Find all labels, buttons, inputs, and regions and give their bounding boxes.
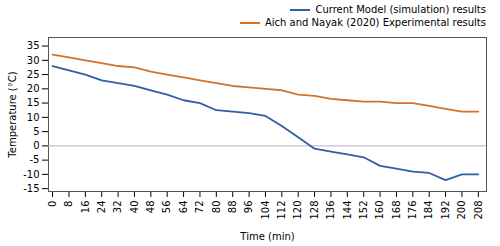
svg-text:-10: -10 xyxy=(23,169,39,180)
svg-text:192: 192 xyxy=(440,201,451,220)
html-text:Aich and Nayak (2020) Experime: Aich and Nayak (2020) Experimental resul… xyxy=(265,17,486,28)
svg-text:72: 72 xyxy=(194,201,205,214)
svg-text:144: 144 xyxy=(342,201,353,220)
svg-text:-5: -5 xyxy=(30,154,40,165)
svg-text:168: 168 xyxy=(391,201,402,220)
svg-text:88: 88 xyxy=(227,201,238,214)
svg-text:0: 0 xyxy=(33,140,39,151)
svg-text:Time (min): Time (min) xyxy=(239,231,294,242)
svg-text:0: 0 xyxy=(47,201,58,207)
svg-text:152: 152 xyxy=(358,201,369,220)
svg-text:64: 64 xyxy=(178,201,189,214)
svg-text:136: 136 xyxy=(325,201,336,220)
svg-text:176: 176 xyxy=(407,201,418,220)
svg-text:120: 120 xyxy=(292,201,303,220)
svg-text:200: 200 xyxy=(456,201,467,220)
html-text:Current Model (simulation) res: Current Model (simulation) results xyxy=(315,4,486,15)
svg-text:15: 15 xyxy=(27,97,40,108)
svg-text:5: 5 xyxy=(33,126,39,137)
svg-text:48: 48 xyxy=(145,201,156,214)
svg-text:-15: -15 xyxy=(23,183,39,194)
svg-text:80: 80 xyxy=(211,201,222,214)
svg-text:160: 160 xyxy=(374,201,385,220)
svg-text:184: 184 xyxy=(423,201,434,220)
svg-text:8: 8 xyxy=(63,201,74,207)
svg-text:35: 35 xyxy=(27,40,40,51)
svg-text:96: 96 xyxy=(243,201,254,214)
svg-text:24: 24 xyxy=(96,201,107,214)
svg-text:32: 32 xyxy=(112,201,123,214)
svg-text:25: 25 xyxy=(27,69,40,80)
svg-text:104: 104 xyxy=(260,201,271,220)
svg-text:10: 10 xyxy=(27,112,40,123)
svg-text:30: 30 xyxy=(27,55,40,66)
svg-text:112: 112 xyxy=(276,201,287,220)
svg-text:20: 20 xyxy=(27,83,40,94)
svg-text:16: 16 xyxy=(80,201,91,214)
svg-text:128: 128 xyxy=(309,201,320,220)
svg-text:56: 56 xyxy=(161,201,172,214)
svg-text:Temperature (°C): Temperature (°C) xyxy=(7,71,18,158)
svg-text:208: 208 xyxy=(473,201,484,220)
svg-text:40: 40 xyxy=(129,201,140,214)
